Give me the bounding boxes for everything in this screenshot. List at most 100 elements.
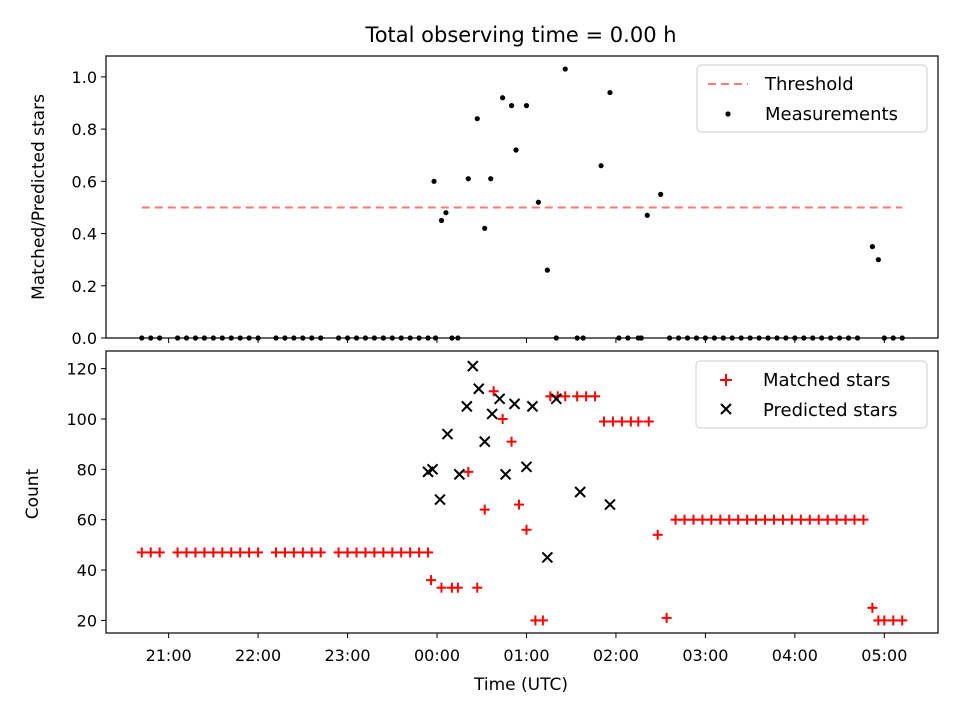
matched-point (360, 547, 371, 558)
matched-point (396, 547, 407, 558)
measurement-point (644, 212, 650, 218)
top-y-axis-label: Matched/Predicted stars (29, 94, 49, 300)
matched-point (426, 575, 437, 586)
y-tick-label: 20 (77, 611, 97, 630)
matched-point (333, 547, 344, 558)
measurement-point (474, 116, 480, 122)
matched-point (452, 582, 463, 593)
y-tick-label: 1.0 (72, 68, 97, 87)
chart-title: Total observing time = 0.00 h (364, 23, 676, 47)
matched-point (488, 386, 499, 397)
matched-point (423, 547, 434, 558)
x-tick-label: 03:00 (682, 646, 728, 665)
predicted-point (574, 486, 586, 498)
predicted-point (493, 393, 506, 405)
matched-point (679, 514, 690, 525)
matched-point (342, 547, 353, 558)
predicted-point (604, 498, 616, 511)
measurement-point (443, 210, 449, 216)
measurement-point (431, 178, 437, 184)
x-tick-label: 02:00 (593, 646, 639, 665)
top-y-ticks: 0.0 0.2 0.4 0.6 0.8 1.0 (72, 68, 106, 348)
matched-point (879, 615, 890, 626)
measurement-point (523, 103, 530, 109)
predicted-point (486, 408, 498, 420)
matched-point (581, 391, 592, 402)
matched-point (858, 514, 869, 525)
y-tick-label: 120 (66, 360, 97, 379)
y-tick-label: 0.2 (72, 277, 97, 296)
predicted-point (499, 468, 512, 481)
ratio-panel: Total observing time = 0.00 h 0.00.20.40… (29, 23, 939, 348)
bottom-x-ticks: 21:00 22:00 23:00 00:00 01:00 02:00 03:00 04:00… (146, 633, 907, 665)
matched-point (297, 547, 308, 558)
matched-point (724, 514, 735, 525)
legend-threshold-label: Threshold (764, 74, 854, 95)
top-legend: Threshold Measurements (696, 64, 928, 133)
measurement-point (482, 225, 488, 231)
matched-point (786, 514, 797, 525)
x-tick-label: 22:00 (235, 646, 281, 665)
measurement-point (513, 147, 519, 153)
matched-point (777, 514, 788, 525)
matched-point (199, 547, 210, 558)
measurement-point (535, 199, 542, 205)
matched-point (414, 547, 425, 558)
predicted-point (453, 468, 466, 481)
matched-point (235, 547, 246, 558)
matched-point (288, 547, 299, 558)
matched-point (715, 514, 726, 525)
matched-point (822, 514, 833, 525)
matched-point (813, 514, 824, 525)
matched-point (279, 547, 290, 558)
matched-point (849, 514, 860, 525)
legend-measurement-label: Measurements (765, 104, 898, 125)
matched-point (154, 547, 165, 558)
matched-point (217, 547, 228, 558)
measurement-point (658, 191, 664, 197)
measurement-point (465, 176, 471, 182)
measurement-point (875, 257, 881, 263)
predicted-point (473, 383, 485, 395)
matched-point (378, 547, 389, 558)
predicted-point (550, 393, 563, 405)
x-tick-label: 05:00 (861, 646, 907, 665)
matched-point (351, 547, 362, 558)
matched-point (181, 547, 192, 558)
bottom-y-axis-label: Count (23, 468, 43, 519)
x-axis-label: Time (UTC) (473, 675, 568, 695)
x-tick-label: 01:00 (503, 646, 549, 665)
predicted-point (434, 493, 446, 506)
matched-point (590, 391, 601, 402)
matched-point (633, 416, 644, 427)
matched-point (387, 547, 398, 558)
legend-measurement-swatch (725, 111, 731, 117)
matched-point (760, 514, 771, 525)
matched-point (479, 504, 490, 515)
matched-point (688, 514, 699, 525)
matched-point (840, 514, 851, 525)
matched-point (888, 615, 899, 626)
top-axes-frame (105, 55, 939, 339)
matched-point (751, 514, 762, 525)
predicted-point (441, 428, 454, 440)
measurement-point (488, 176, 494, 182)
matched-point (506, 436, 517, 447)
matched-point (190, 547, 201, 558)
predicted-point (479, 435, 491, 448)
legend-predicted-label: Predicted stars (763, 400, 897, 421)
matched-point (145, 547, 156, 558)
matched-point (652, 529, 663, 540)
matched-point (616, 416, 627, 427)
x-tick-label: 04:00 (772, 646, 818, 665)
legend-box (695, 360, 928, 429)
matched-point (670, 514, 681, 525)
measurement-point (500, 95, 506, 101)
bottom-y-ticks: 20 40 60 80 100 120 (66, 360, 106, 630)
matched-point (253, 547, 264, 558)
matched-point (768, 514, 779, 525)
matched-point (497, 413, 508, 424)
legend-matched-label: Matched stars (763, 370, 890, 391)
matched-point (226, 547, 237, 558)
